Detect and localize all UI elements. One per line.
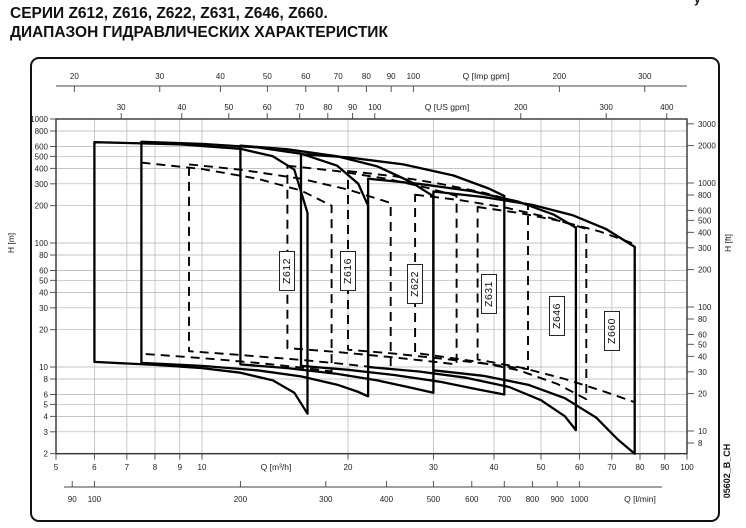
series-label-z622: Z622: [407, 263, 424, 304]
title-line-1: СЕРИИ Z612, Z616, Z622, Z631, Z646, Z660…: [10, 5, 328, 22]
h-m-axis-label: H [m]: [6, 233, 16, 253]
series-label-z660: Z660: [603, 311, 620, 351]
series-label-z612: Z612: [279, 251, 296, 292]
title-line-2: ДИАПАЗОН ГИДРАВЛИЧЕСКИХ ХАРАКТЕРИСТИК: [10, 24, 388, 41]
cropped-text-fragment: у: [694, 0, 708, 6]
page-title: СЕРИИ Z612, Z616, Z622, Z631, Z646, Z660…: [10, 4, 388, 42]
series-label-z646: Z646: [549, 295, 566, 336]
h-ft-axis-label: H [ft]: [723, 234, 733, 252]
series-label-z616: Z616: [339, 251, 356, 292]
drawing-code-watermark: 05602_B_CH: [722, 443, 732, 499]
series-label-z631: Z631: [480, 273, 497, 314]
chart-frame: [30, 57, 720, 522]
